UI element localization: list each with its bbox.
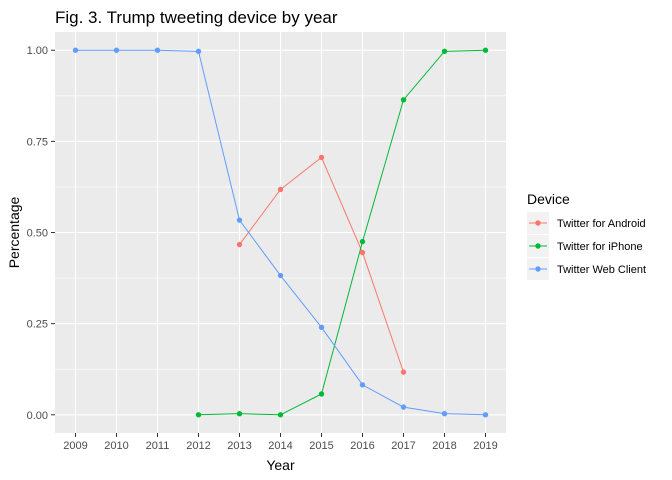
legend-label: Twitter Web Client [557,264,646,276]
data-point [482,412,489,418]
data-point [236,241,243,248]
x-tick-label: 2017 [391,440,415,452]
data-point [400,369,407,375]
legend: Device Twitter for Android Twitter for iP… [527,191,646,280]
data-point [154,47,161,53]
series-points [72,47,489,418]
x-tick-label: 2010 [104,440,128,452]
x-tick-label: 2012 [186,440,210,452]
x-tick-label: 2013 [227,440,251,452]
data-point [236,410,243,417]
y-tick-label: 1.00 [27,45,48,57]
y-axis-title: Percentage [6,196,22,268]
data-point [195,412,202,418]
legend-item: Twitter for Android [527,212,646,234]
data-point [482,47,489,53]
x-axis: 2009 2010 2011 2012 2013 2014 2015 2016 2017 2018… [63,433,498,452]
data-point [400,404,407,410]
data-point [195,48,202,55]
data-point [359,382,366,388]
data-point [400,97,407,103]
data-point [113,47,120,53]
x-tick-label: 2015 [309,440,333,452]
y-tick-label: 0.50 [27,228,48,240]
data-point [318,154,325,161]
data-point [277,272,284,279]
legend-label: Twitter for iPhone [557,241,643,253]
y-axis: 0.00 0.25 0.50 0.75 1.00 [27,45,55,422]
legend-item: Twitter Web Client [527,258,646,280]
data-point [318,324,325,330]
data-point [359,249,366,256]
data-point [72,47,79,53]
data-point [359,238,366,245]
data-point [277,412,284,418]
y-tick-label: 0.25 [27,319,48,331]
legend-title: Device [527,191,570,207]
data-point [318,391,325,397]
x-tick-label: 2009 [63,440,87,452]
data-point [236,217,243,223]
chart-title: Fig. 3. Trump tweeting device by year [55,8,338,27]
legend-items: Twitter for Android Twitter for iPhone Twi… [527,212,646,280]
x-axis-title: Year [266,457,295,473]
x-tick-label: 2014 [268,440,292,452]
x-tick-label: 2011 [146,440,170,452]
legend-key-point [535,220,541,226]
legend-item: Twitter for iPhone [527,235,643,257]
legend-key-point [535,266,541,272]
data-point [441,410,448,417]
x-tick-label: 2019 [473,440,497,452]
y-tick-label: 0.00 [27,410,48,422]
data-point [441,48,448,55]
y-tick-label: 0.75 [27,136,48,148]
legend-key-point [535,243,541,249]
legend-label: Twitter for Android [557,218,646,230]
data-point [277,186,284,193]
x-tick-label: 2018 [432,440,456,452]
series-line [198,49,486,416]
x-tick-label: 2016 [350,440,374,452]
